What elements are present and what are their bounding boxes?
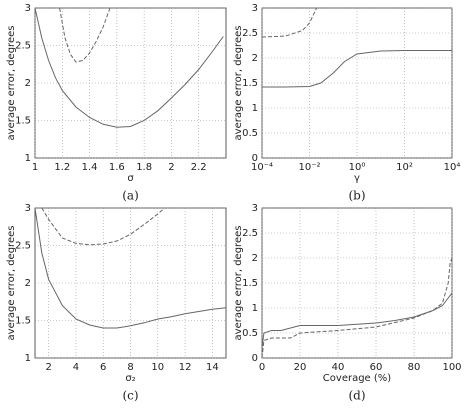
y-tick-label: 3 [252, 203, 258, 214]
caption: (c) [122, 389, 138, 403]
y-tick-label: 2.5 [242, 228, 258, 239]
series-line [35, 208, 226, 329]
x-tick-label: 20 [294, 362, 307, 373]
x-tick-label: 8 [127, 362, 133, 373]
series-line [35, 8, 224, 128]
y-tick-label: 3 [25, 3, 31, 14]
y-axis-label: average error, degrees [233, 26, 244, 141]
caption: (d) [348, 389, 365, 403]
y-axis-label: average error, degrees [6, 26, 17, 141]
x-tick-label: 1.6 [109, 162, 125, 173]
plot-area [261, 207, 453, 359]
panel: 0 0.5 1 1.5 2 2.5 3 0 20 40 60 80 100 Coverage (%) ave… [233, 203, 462, 403]
x-tick-label: 2 [168, 162, 174, 173]
series-line [262, 8, 318, 38]
y-tick-label: 0.5 [242, 128, 258, 139]
x-tick-label: 80 [408, 362, 421, 373]
panel: 0 0.5 1 1.5 2 2.5 3 10⁻⁴ 10⁻² 10⁰ 10² 10⁴ γ average e… [233, 3, 460, 203]
y-tick-label: 2.5 [15, 41, 31, 52]
x-tick-label: 4 [73, 362, 79, 373]
x-tick-label: 1.8 [136, 162, 152, 173]
y-tick-label: 1 [25, 353, 31, 364]
caption: (b) [348, 189, 365, 203]
y-tick-label: 1 [252, 303, 258, 314]
x-axis-label: σ [127, 173, 134, 184]
y-tick-label: 1 [252, 103, 258, 114]
x-tick-label: 0 [259, 362, 265, 373]
x-tick-label: 14 [206, 362, 219, 373]
y-tick-label: 2 [252, 53, 258, 64]
x-tick-label: 10⁻² [298, 162, 320, 173]
x-tick-label: 2 [45, 362, 51, 373]
y-tick-label: 0.5 [242, 328, 258, 339]
x-tick-label: 10² [396, 162, 413, 173]
x-tick-label: 40 [332, 362, 345, 373]
y-tick-label: 0 [252, 353, 258, 364]
x-tick-label: 10 [151, 362, 164, 373]
y-tick-label: 2 [25, 78, 31, 89]
y-tick-label: 0 [252, 153, 258, 164]
x-tick-label: 100 [442, 362, 461, 373]
x-tick-label: 10⁰ [349, 162, 366, 173]
y-tick-label: 1.5 [242, 278, 258, 289]
series-line [59, 8, 111, 63]
x-axis-label: γ [354, 173, 360, 184]
series-line [41, 208, 165, 246]
x-tick-label: 10⁴ [444, 162, 461, 173]
x-tick-label: 6 [100, 362, 106, 373]
y-tick-label: 2.5 [242, 28, 258, 39]
x-tick-label: 1.2 [54, 162, 70, 173]
y-tick-label: 2.5 [15, 241, 31, 252]
y-tick-label: 3 [252, 3, 258, 14]
series-line [262, 292, 452, 349]
panel: 1 1.5 2 2.5 3 2 4 6 8 10 12 14 σ₂ average error, degr… [6, 203, 227, 403]
caption: (a) [122, 189, 139, 203]
y-tick-label: 1.5 [15, 116, 31, 127]
x-tick-label: 1.4 [82, 162, 98, 173]
y-tick-label: 2 [252, 253, 258, 264]
y-tick-label: 1.5 [242, 78, 258, 89]
y-axis-label: average error, degrees [6, 226, 17, 341]
y-tick-label: 2 [25, 278, 31, 289]
series-line [262, 50, 452, 88]
x-tick-label: 2.2 [191, 162, 207, 173]
x-tick-label: 60 [370, 362, 383, 373]
series-line [262, 257, 452, 358]
panel: 1 1.5 2 2.5 3 1 1.2 1.4 1.6 1.8 2 2.2 σ average error… [6, 3, 227, 203]
x-axis-label: Coverage (%) [323, 373, 391, 384]
y-axis-label: average error, degrees [233, 226, 244, 341]
y-tick-label: 1.5 [15, 316, 31, 327]
x-tick-label: 10⁻⁴ [251, 162, 273, 173]
y-tick-label: 3 [25, 203, 31, 214]
y-tick-label: 1 [25, 153, 31, 164]
x-tick-label: 12 [179, 362, 192, 373]
x-tick-label: 1 [32, 162, 38, 173]
x-axis-label: σ₂ [125, 373, 135, 384]
